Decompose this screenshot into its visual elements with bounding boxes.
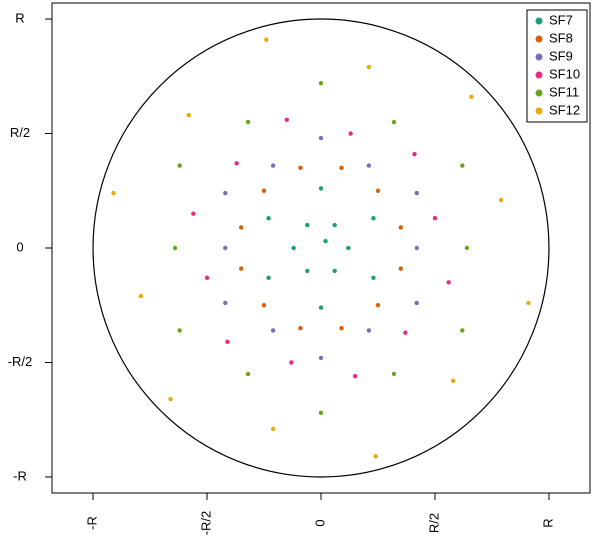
x-tick-label: 0 <box>312 519 327 526</box>
point <box>245 371 251 377</box>
point <box>332 222 337 228</box>
point <box>225 339 230 345</box>
point <box>305 222 310 228</box>
point <box>298 165 303 171</box>
point <box>264 37 269 42</box>
point <box>366 163 372 168</box>
point <box>289 360 294 365</box>
legend-marker <box>535 89 543 97</box>
point <box>261 303 267 308</box>
point <box>403 330 408 335</box>
legend-marker <box>535 17 543 25</box>
point <box>168 396 173 402</box>
point <box>177 328 182 333</box>
y-tick-label: R <box>15 10 24 25</box>
point <box>234 161 239 166</box>
y-tick-label: R/2 <box>10 125 30 140</box>
point <box>186 112 191 118</box>
plot-frame <box>51 2 591 494</box>
point <box>464 245 470 251</box>
point <box>111 190 116 196</box>
point <box>323 238 328 244</box>
point <box>371 275 376 280</box>
point <box>339 325 344 331</box>
y-tick-label: -R <box>13 468 27 483</box>
point <box>239 266 244 271</box>
x-tick-label: R <box>540 518 555 527</box>
point <box>191 211 196 216</box>
point <box>451 378 456 384</box>
point <box>318 135 324 141</box>
point <box>414 300 419 306</box>
x-tick-label: -R/2 <box>198 511 213 536</box>
point <box>346 245 351 251</box>
point <box>332 268 337 274</box>
legend-marker <box>535 35 543 43</box>
point <box>526 300 531 306</box>
point <box>398 225 403 230</box>
y-tick-label: 0 <box>16 239 23 254</box>
legend-box <box>526 9 588 123</box>
point <box>414 190 419 196</box>
legend-label: SF7 <box>549 12 573 27</box>
point <box>348 131 353 136</box>
legend-marker <box>535 71 543 79</box>
x-tick-label: R/2 <box>426 513 441 533</box>
legend-label: SF10 <box>549 66 580 81</box>
point <box>291 245 296 251</box>
point <box>284 117 290 122</box>
point <box>498 197 504 203</box>
legend-marker <box>535 53 543 61</box>
point <box>391 371 397 377</box>
point <box>138 293 144 299</box>
point <box>339 165 344 171</box>
point <box>245 119 251 125</box>
legend-label: SF9 <box>549 48 573 63</box>
point <box>239 225 244 230</box>
point <box>223 300 228 306</box>
point <box>460 163 465 168</box>
point <box>432 216 438 221</box>
point <box>270 426 276 432</box>
point <box>261 188 267 193</box>
point <box>352 374 358 379</box>
point <box>375 188 381 193</box>
boundary-circle <box>92 18 550 478</box>
point <box>223 190 228 196</box>
point <box>298 325 303 331</box>
y-tick-label: -R/2 <box>8 354 33 369</box>
point <box>318 186 324 191</box>
point <box>270 328 276 333</box>
point <box>375 303 381 308</box>
point <box>204 275 210 280</box>
point <box>366 64 372 70</box>
point <box>412 151 417 157</box>
legend-label: SF12 <box>549 102 580 117</box>
legend-label: SF8 <box>549 30 573 45</box>
x-tick-label: -R <box>84 516 99 530</box>
point <box>318 305 324 310</box>
point <box>305 268 310 274</box>
point <box>391 119 397 125</box>
point <box>172 245 178 251</box>
point <box>373 454 378 459</box>
point <box>446 280 451 285</box>
point <box>270 163 276 168</box>
point <box>414 245 419 251</box>
point <box>366 328 372 333</box>
legend-marker <box>535 107 543 115</box>
point <box>318 410 324 416</box>
point <box>223 245 228 251</box>
point <box>318 355 324 361</box>
point <box>371 216 376 221</box>
point <box>266 216 271 221</box>
legend-label: SF11 <box>549 84 579 99</box>
point <box>266 275 271 280</box>
point <box>318 80 324 86</box>
point <box>469 94 474 100</box>
point <box>177 163 182 168</box>
point <box>460 328 465 333</box>
point <box>398 266 403 271</box>
